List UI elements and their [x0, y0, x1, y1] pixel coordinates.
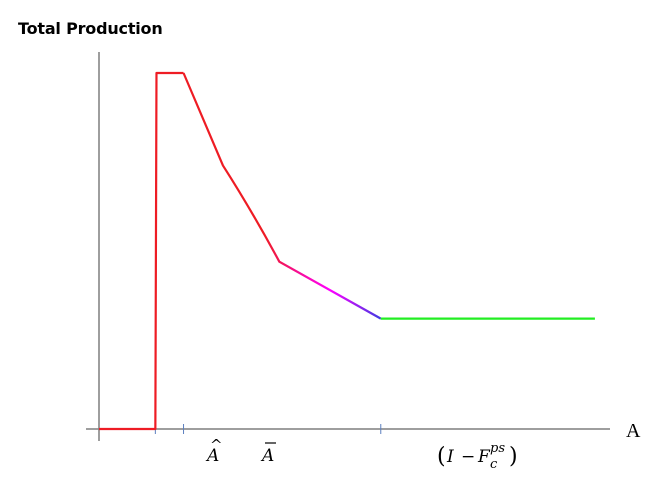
- svg-text:^: ^: [210, 436, 223, 454]
- svg-text:): ): [509, 444, 518, 469]
- svg-text:ps: ps: [490, 441, 505, 456]
- x-axis-label: A: [626, 420, 641, 442]
- x-tick-label-i-minus-f: ( I − F c ps ): [437, 441, 518, 472]
- series-0-segment-flat-jump: [99, 71, 184, 431]
- svg-text:F: F: [477, 447, 491, 467]
- series-0-segment-decline: [182, 72, 382, 320]
- svg-text:A: A: [205, 446, 219, 466]
- svg-text:−: −: [461, 447, 475, 467]
- series-group: [99, 71, 595, 431]
- svg-text:(: (: [437, 444, 446, 469]
- x-tick-label-a-bar: A: [260, 442, 276, 466]
- svg-text:I: I: [446, 447, 454, 467]
- svg-text:c: c: [490, 457, 498, 472]
- x-tick-label-a-hat: A ^: [205, 436, 223, 466]
- chart-title: Total Production: [18, 19, 163, 38]
- svg-text:A: A: [260, 446, 274, 466]
